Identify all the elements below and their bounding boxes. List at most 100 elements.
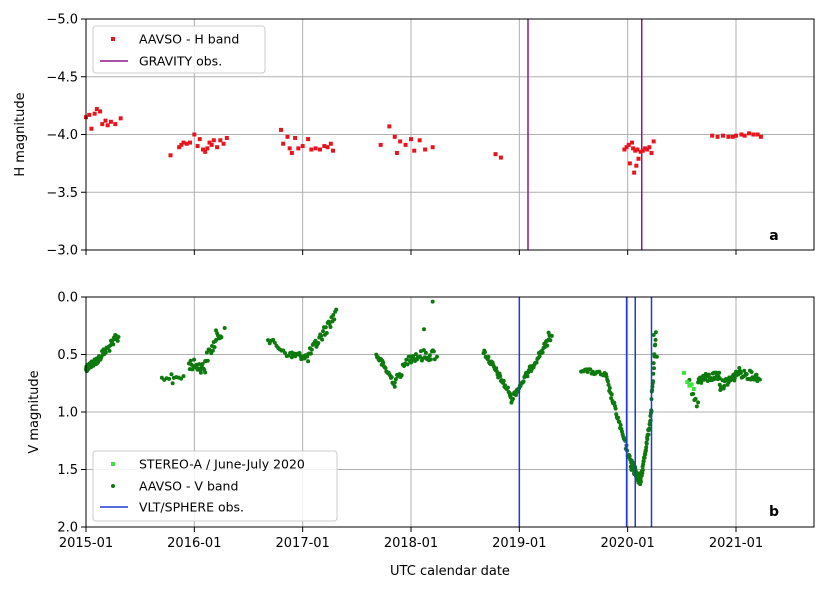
y-tick-label: 1.5 — [57, 463, 78, 478]
legend-stereo-label: STEREO-A / June-July 2020 — [139, 457, 305, 472]
v-band-point — [646, 432, 651, 437]
v-band-point — [313, 338, 318, 343]
y-tick-label: −3.0 — [46, 244, 78, 259]
v-band-point — [427, 353, 432, 358]
h-band-point — [313, 146, 318, 151]
v-band-point — [383, 365, 388, 370]
panel-a-x-ticks — [85, 250, 737, 255]
h-band-point — [224, 135, 229, 140]
v-band-point — [642, 455, 647, 460]
v-band-point — [205, 358, 210, 363]
v-band-point — [644, 441, 649, 446]
h-band-point — [630, 140, 634, 145]
v-band-point — [651, 366, 656, 371]
x-tick-label: 2016-01 — [167, 536, 221, 551]
h-band-point — [403, 142, 408, 147]
v-band-point — [204, 350, 209, 355]
panel-b-legend: STEREO-A / June-July 2020 AAVSO - V band… — [92, 450, 338, 522]
v-band-point — [222, 326, 227, 331]
legend-gravity-label: GRAVITY obs. — [139, 54, 222, 69]
v-band-point — [170, 381, 175, 386]
v-band-point — [316, 340, 321, 345]
v-band-point — [421, 348, 426, 353]
v-band-point — [486, 354, 491, 359]
y-tick-label: −4.5 — [46, 70, 78, 85]
v-band-point — [618, 423, 623, 428]
h-band-point — [726, 134, 731, 139]
v-band-point — [607, 386, 612, 391]
legend-h-band-marker — [111, 37, 115, 41]
v-band-point — [699, 380, 704, 385]
h-band-point — [715, 134, 720, 139]
h-band-point — [293, 135, 298, 140]
h-band-point — [417, 138, 422, 143]
v-band-point — [644, 445, 649, 450]
h-band-point — [751, 132, 756, 137]
h-band-point — [287, 146, 292, 151]
h-band-point — [201, 147, 205, 152]
v-band-point — [297, 350, 302, 355]
v-band-point — [722, 383, 727, 388]
h-band-point — [493, 152, 498, 157]
v-band-point — [334, 307, 339, 312]
x-axis-label: UTC calendar date — [390, 564, 510, 579]
h-band-point — [387, 124, 392, 129]
h-band-point — [640, 148, 645, 153]
h-band-point — [622, 147, 627, 152]
v-band-point — [613, 406, 618, 411]
h-band-point — [638, 149, 643, 154]
x-tick-label: 2019-01 — [492, 536, 546, 551]
h-band-point — [105, 123, 110, 128]
v-band-point — [212, 345, 217, 350]
v-band-point — [332, 317, 337, 322]
panel-a-gravity-lines — [527, 19, 643, 250]
h-band-point — [755, 132, 760, 137]
v-band-point — [640, 471, 645, 476]
v-band-point — [413, 352, 418, 357]
panel-b-legend-box — [92, 450, 338, 522]
v-band-point — [266, 338, 270, 343]
v-band-point — [197, 362, 202, 367]
h-band-point — [87, 112, 92, 117]
v-band-point — [549, 333, 554, 338]
h-band-point — [627, 161, 632, 166]
stereo-point — [689, 382, 694, 387]
h-band-point — [98, 109, 103, 114]
legend-v-band-label: AAVSO - V band — [139, 479, 238, 494]
h-band-point — [649, 150, 654, 155]
x-tick-label: 2020-01 — [601, 536, 655, 551]
y-tick-label: 2.0 — [57, 521, 78, 536]
v-band-point — [328, 325, 333, 330]
v-band-point — [696, 400, 701, 405]
h-band-point — [631, 146, 636, 151]
v-band-point — [505, 385, 510, 390]
y-tick-label: 0.5 — [57, 348, 78, 363]
v-band-point — [179, 376, 184, 381]
v-band-point — [616, 415, 621, 420]
h-band-point — [108, 119, 113, 124]
v-band-point — [393, 377, 398, 382]
x-tick-label: 2018-01 — [384, 536, 438, 551]
v-band-point — [640, 468, 645, 473]
v-band-point — [612, 400, 617, 405]
v-band-point — [744, 372, 749, 377]
h-band-point — [118, 116, 123, 121]
v-band-point — [534, 360, 539, 365]
v-band-point — [203, 370, 208, 375]
v-band-point — [431, 349, 436, 354]
panel-a-h-band-points — [84, 107, 763, 175]
h-band-point — [318, 147, 322, 152]
v-band-point — [430, 299, 435, 304]
h-band-point — [215, 145, 220, 150]
v-band-point — [392, 384, 397, 389]
y-tick-label: 1.0 — [57, 406, 78, 421]
h-band-point — [624, 145, 629, 150]
v-band-point — [654, 354, 659, 359]
h-band-point — [113, 122, 118, 127]
h-band-point — [645, 147, 650, 152]
v-band-point — [219, 335, 224, 340]
v-band-point — [115, 338, 120, 343]
v-band-point — [545, 343, 550, 348]
h-band-point — [300, 144, 305, 149]
panel-a-y-axis-label: H magnitude — [13, 92, 28, 176]
